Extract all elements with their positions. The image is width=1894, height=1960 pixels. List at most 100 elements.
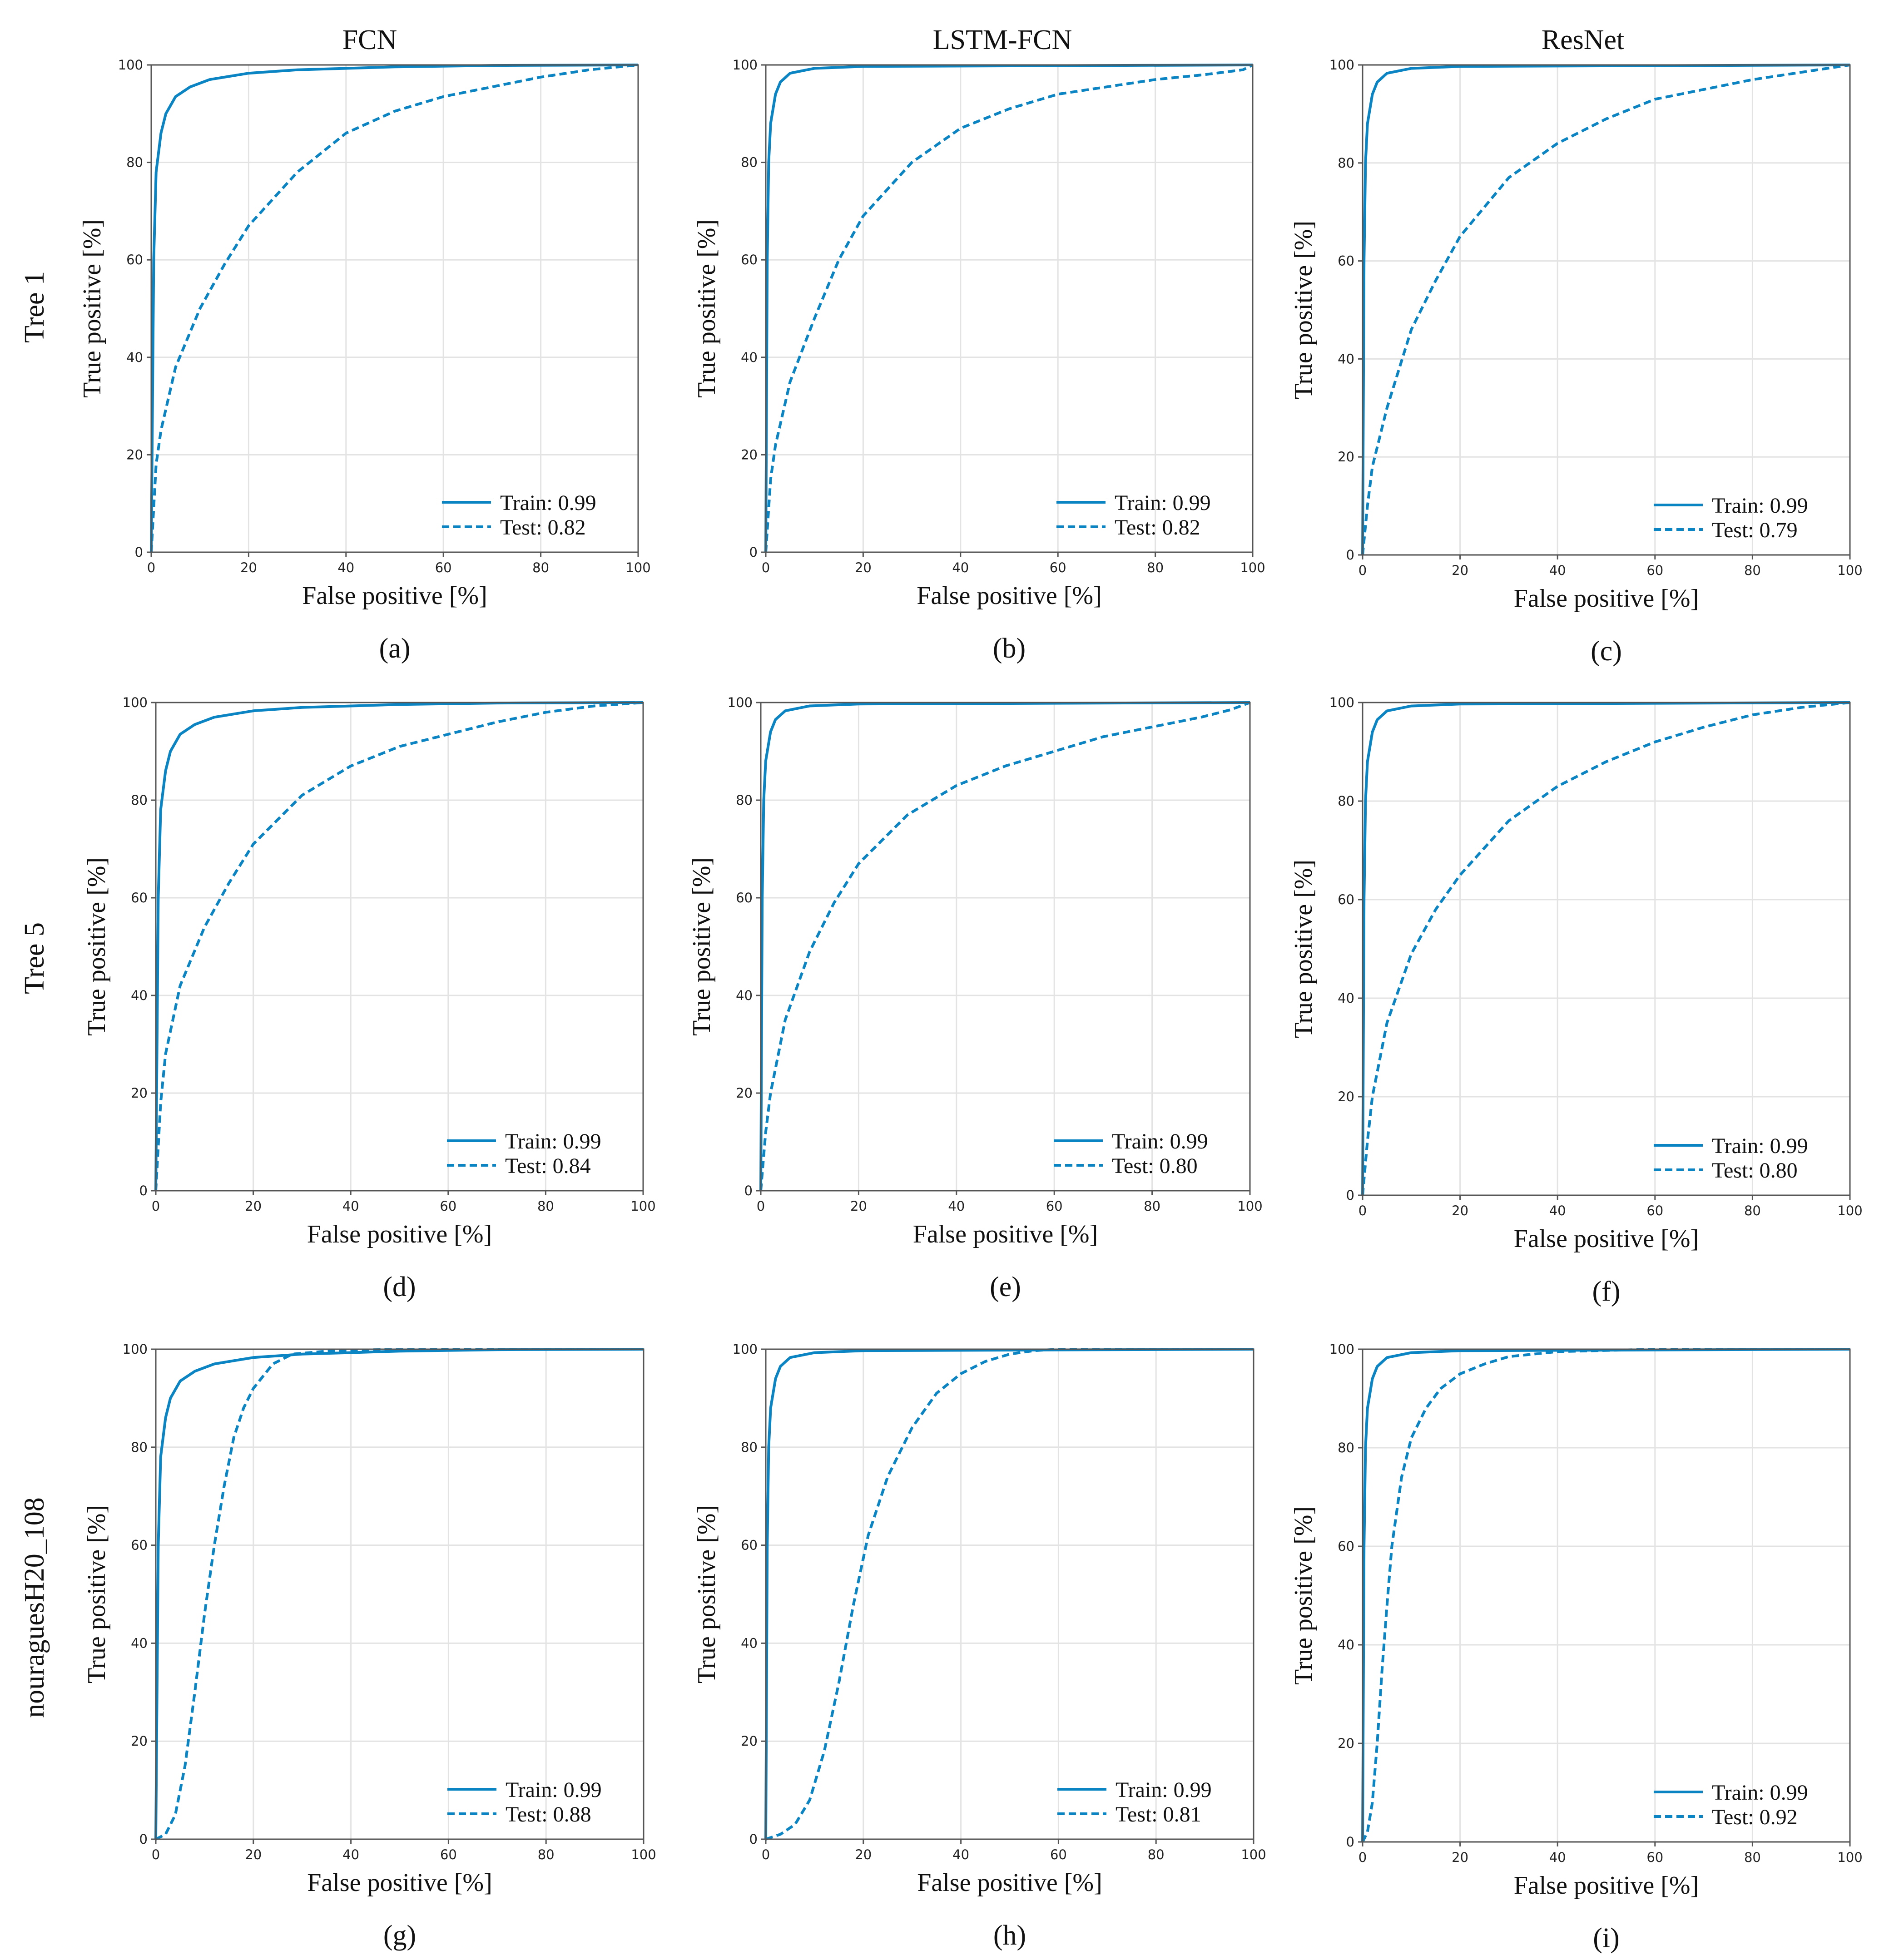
y-tick-label: 20 xyxy=(1338,1089,1354,1104)
x-tick-label: 20 xyxy=(245,1847,262,1862)
y-tick-label: 80 xyxy=(1338,155,1354,171)
y-tick-label: 0 xyxy=(1346,1834,1354,1850)
axes-frame xyxy=(760,702,1251,1192)
y-tick-label: 20 xyxy=(736,1085,753,1101)
series-line-test xyxy=(1361,1348,1850,1843)
row-title-tree-1: Tree 1 xyxy=(19,271,50,343)
y-tick-label: 20 xyxy=(126,447,143,462)
series-line-train xyxy=(1361,64,1850,555)
roc-panel-g: 0 20 40 60 80 100 0 20 40 60 80 100 False positive [… xyxy=(83,1341,656,1951)
roc-panel-i: 0 20 40 60 80 100 0 20 40 60 80 100 False positive [… xyxy=(1289,1341,1863,1954)
y-tick-label: 60 xyxy=(741,1538,758,1553)
column-title-lstm-fcn: LSTM-FCN xyxy=(933,25,1072,55)
panel-caption: (d) xyxy=(383,1272,416,1302)
panel-caption: (a) xyxy=(379,633,411,664)
x-tick-label: 20 xyxy=(245,1198,262,1214)
y-tick-label: 80 xyxy=(741,155,758,170)
x-axis-label: False positive [%] xyxy=(917,582,1101,610)
y-tick-label: 80 xyxy=(1338,793,1354,809)
x-tick-label: 40 xyxy=(342,1198,359,1214)
series-line-train xyxy=(759,701,1250,1191)
legend-label-train: Train: 0.99 xyxy=(505,1129,601,1153)
x-tick-label: 0 xyxy=(147,560,155,575)
series-line-train xyxy=(150,64,639,553)
series-line-test xyxy=(764,64,1254,553)
panel-caption: (b) xyxy=(993,633,1026,664)
roc-panel-f: 0 20 40 60 80 100 0 20 40 60 80 100 False positive [… xyxy=(1289,695,1863,1307)
y-tick-label: 100 xyxy=(123,695,148,710)
y-tick-label: 20 xyxy=(741,1733,758,1749)
x-tick-label: 100 xyxy=(631,1847,656,1862)
y-tick-label: 80 xyxy=(131,792,148,808)
legend-label-test: Test: 0.79 xyxy=(1712,518,1798,542)
x-tick-label: 80 xyxy=(1144,1198,1160,1214)
y-tick-label: 60 xyxy=(736,890,753,906)
legend-label-train: Train: 0.99 xyxy=(1115,491,1211,515)
x-tick-label: 100 xyxy=(1237,1198,1262,1214)
x-tick-label: 80 xyxy=(1744,563,1761,578)
series-line-train xyxy=(1361,701,1850,1196)
legend-label-test: Test: 0.88 xyxy=(506,1802,591,1826)
x-tick-label: 0 xyxy=(757,1198,765,1214)
series-line-train xyxy=(764,1348,1254,1840)
x-tick-label: 60 xyxy=(440,1198,456,1214)
x-tick-label: 80 xyxy=(1148,1847,1165,1862)
legend-label-train: Train: 0.99 xyxy=(1116,1778,1212,1802)
y-tick-label: 20 xyxy=(131,1085,148,1101)
roc-panel-c: 0 20 40 60 80 100 0 20 40 60 80 100 False positive [… xyxy=(1289,57,1863,667)
y-tick-label: 100 xyxy=(1329,57,1354,73)
legend-label-test: Test: 0.80 xyxy=(1112,1154,1198,1178)
x-tick-label: 100 xyxy=(1240,560,1265,575)
y-axis-label: True positive [%] xyxy=(78,219,106,398)
legend-label-train: Train: 0.99 xyxy=(500,491,596,515)
y-tick-label: 60 xyxy=(131,1538,148,1553)
y-tick-label: 40 xyxy=(741,1635,758,1651)
y-tick-label: 0 xyxy=(1346,1188,1354,1203)
series-line-train xyxy=(154,701,644,1191)
x-tick-label: 0 xyxy=(762,560,770,575)
x-tick-label: 40 xyxy=(952,560,969,575)
y-tick-label: 100 xyxy=(1329,1341,1354,1357)
legend-label-train: Train: 0.99 xyxy=(506,1778,602,1802)
legend-label-test: Test: 0.82 xyxy=(1115,515,1200,539)
y-axis-label: True positive [%] xyxy=(83,857,111,1036)
x-tick-label: 0 xyxy=(762,1847,770,1862)
y-axis-label: True positive [%] xyxy=(688,857,716,1036)
y-tick-label: 60 xyxy=(1338,253,1354,269)
x-tick-label: 60 xyxy=(435,560,452,575)
x-tick-label: 100 xyxy=(630,1198,655,1214)
panel-caption: (h) xyxy=(993,1920,1026,1951)
y-axis-label: True positive [%] xyxy=(1289,860,1318,1038)
x-tick-label: 60 xyxy=(1646,1850,1663,1865)
y-tick-label: 80 xyxy=(1338,1440,1354,1455)
legend-label-test: Test: 0.92 xyxy=(1712,1805,1798,1829)
y-tick-label: 40 xyxy=(1338,351,1354,366)
axes-frame xyxy=(765,64,1254,553)
row-title-nouragues: nouraguesH20_108 xyxy=(19,1497,50,1718)
x-tick-label: 100 xyxy=(1837,1850,1862,1865)
x-tick-label: 80 xyxy=(537,1198,554,1214)
y-axis-label: True positive [%] xyxy=(1289,1506,1318,1685)
x-tick-label: 40 xyxy=(948,1198,965,1214)
figure-titles: FCN LSTM-FCN ResNet Tree 1 Tree 5 nourag… xyxy=(19,25,1624,1718)
x-tick-label: 0 xyxy=(152,1198,160,1214)
x-tick-label: 80 xyxy=(538,1847,555,1862)
y-tick-label: 40 xyxy=(736,988,753,1003)
y-tick-label: 40 xyxy=(1338,990,1354,1006)
x-tick-label: 20 xyxy=(855,1847,872,1862)
y-tick-label: 20 xyxy=(131,1733,148,1749)
x-tick-label: 40 xyxy=(337,560,354,575)
series-line-test xyxy=(155,1348,644,1841)
axes-frame xyxy=(1362,64,1851,556)
axes-frame xyxy=(150,64,639,553)
x-tick-label: 100 xyxy=(1241,1847,1266,1862)
x-axis-label: False positive [%] xyxy=(913,1220,1098,1248)
x-tick-label: 40 xyxy=(1549,1850,1566,1865)
x-tick-label: 20 xyxy=(1452,563,1468,578)
series-line-train xyxy=(154,1348,644,1840)
roc-panel-a: 0 20 40 60 80 100 0 20 40 60 80 100 False positive [… xyxy=(78,57,651,664)
x-tick-label: 20 xyxy=(1452,1203,1468,1218)
series-line-test xyxy=(1361,701,1850,1196)
y-tick-label: 100 xyxy=(733,1341,758,1357)
